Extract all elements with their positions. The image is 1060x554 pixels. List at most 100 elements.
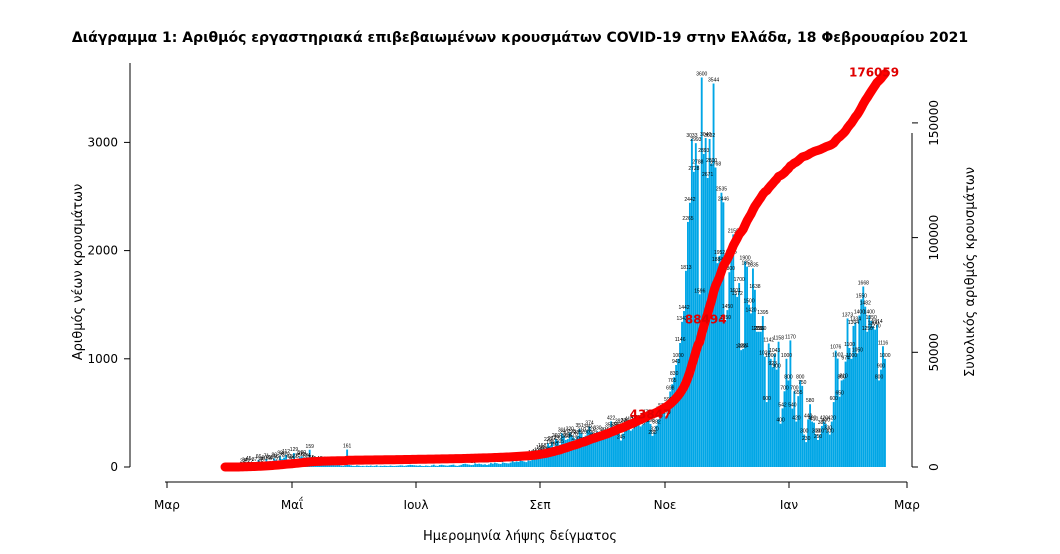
- x-tick-label: Μαΐ: [281, 497, 303, 512]
- bar-data-label: 440: [804, 413, 813, 419]
- bar: [440, 464, 443, 467]
- bar-data-label: 320: [650, 426, 659, 432]
- bar: [415, 465, 417, 467]
- bar-data-label: 150: [536, 445, 545, 451]
- bar: [724, 320, 727, 467]
- bar: [844, 361, 847, 467]
- bar: [783, 391, 786, 467]
- bar-data-label: 2728: [688, 166, 699, 172]
- bar: [497, 463, 500, 467]
- bar-data-label: 1852: [742, 261, 753, 267]
- bar: [395, 465, 398, 467]
- bar: [830, 421, 833, 467]
- bar: [342, 465, 345, 467]
- bar-data-label: 100: [298, 450, 307, 456]
- bar: [661, 409, 664, 467]
- bar-data-label: 1158: [773, 336, 784, 342]
- bar: [367, 466, 370, 467]
- bar-data-label: 300: [816, 429, 825, 435]
- bar: [620, 440, 622, 467]
- bar-data-label: 1050: [852, 347, 863, 353]
- bar-data-label: 1270: [870, 324, 881, 330]
- bar: [488, 464, 490, 467]
- x-tick-label: Σεπ: [529, 498, 550, 512]
- bar-data-label: 923: [769, 361, 778, 367]
- bar: [533, 458, 536, 467]
- bar-data-label: 1601: [730, 288, 741, 294]
- bar-data-label: 2893: [698, 148, 709, 154]
- bar-data-label: 1334: [850, 317, 861, 323]
- bar: [462, 463, 465, 467]
- bar: [805, 442, 808, 467]
- ticks-layer: 0 1000 2000 3000 0 50000 100000 150000 Μαρ Μαΐ Ιου…: [87, 100, 941, 512]
- bar-data-label: 1442: [678, 305, 689, 311]
- bar: [730, 255, 733, 467]
- bar-data-label: 410: [625, 417, 634, 423]
- bar: [373, 465, 376, 467]
- bar-data-label: 23: [240, 459, 246, 465]
- bar: [330, 463, 333, 467]
- bar-data-label: 1572: [732, 291, 743, 297]
- cumulative-labels-layer: 43847 88494 176059: [630, 65, 899, 421]
- bar: [486, 464, 488, 467]
- bar-data-label: 1350: [866, 315, 877, 321]
- bar-data-label: 351: [575, 423, 584, 429]
- bar-data-label: 1450: [722, 304, 733, 310]
- bar: [848, 347, 851, 467]
- y-axis-label: Αριθμός νέων κρουσμάτων: [71, 184, 86, 361]
- bar: [874, 329, 877, 467]
- bar: [509, 462, 512, 467]
- bar: [755, 331, 758, 467]
- bar-data-label: 22: [248, 459, 254, 465]
- bar: [669, 391, 672, 467]
- bar: [876, 324, 878, 467]
- bar-data-label: 180: [550, 442, 559, 448]
- bar: [614, 428, 616, 467]
- bar: [761, 316, 764, 467]
- bar: [543, 452, 546, 467]
- bar-data-label: 285: [573, 430, 582, 436]
- bar: [537, 453, 540, 468]
- bar: [807, 419, 810, 467]
- bar-data-label: 396: [621, 418, 630, 424]
- bar: [377, 466, 380, 467]
- bar-data-label: 250: [562, 434, 571, 440]
- bar: [748, 304, 750, 467]
- bar: [702, 153, 705, 468]
- bar-data-label: 1800: [724, 266, 735, 272]
- bar: [574, 442, 577, 467]
- bar: [606, 437, 609, 467]
- bar: [750, 313, 752, 467]
- bar: [423, 466, 425, 467]
- x-tick-label: Μαρ: [894, 498, 920, 512]
- bar-data-label: 34: [242, 457, 248, 463]
- bar-data-label: 540: [788, 403, 797, 409]
- bar: [781, 408, 784, 467]
- bar-data-label: 220: [544, 437, 553, 443]
- bar: [334, 465, 337, 467]
- bar: [746, 266, 748, 467]
- bar: [326, 464, 329, 467]
- bar: [714, 167, 717, 467]
- bar: [517, 461, 520, 467]
- bar: [826, 431, 829, 467]
- bar-data-label: 129: [290, 447, 299, 453]
- bar: [478, 463, 481, 467]
- bar: [797, 396, 800, 467]
- bar: [809, 404, 812, 467]
- bar-data-label: 3033: [686, 133, 697, 139]
- bar: [643, 423, 646, 467]
- bar-data-label: 74: [305, 453, 311, 459]
- bar-data-label: 3040: [700, 132, 711, 138]
- bar: [653, 432, 656, 467]
- bar-data-label: 750: [798, 380, 807, 386]
- bar: [501, 462, 504, 467]
- bar-data-label: 260: [552, 433, 561, 439]
- bar: [385, 465, 388, 467]
- bar-data-label: 698: [666, 385, 675, 391]
- bar: [866, 331, 869, 467]
- bar: [763, 356, 766, 467]
- bar: [460, 464, 463, 467]
- bar-data-label: 296: [568, 429, 577, 435]
